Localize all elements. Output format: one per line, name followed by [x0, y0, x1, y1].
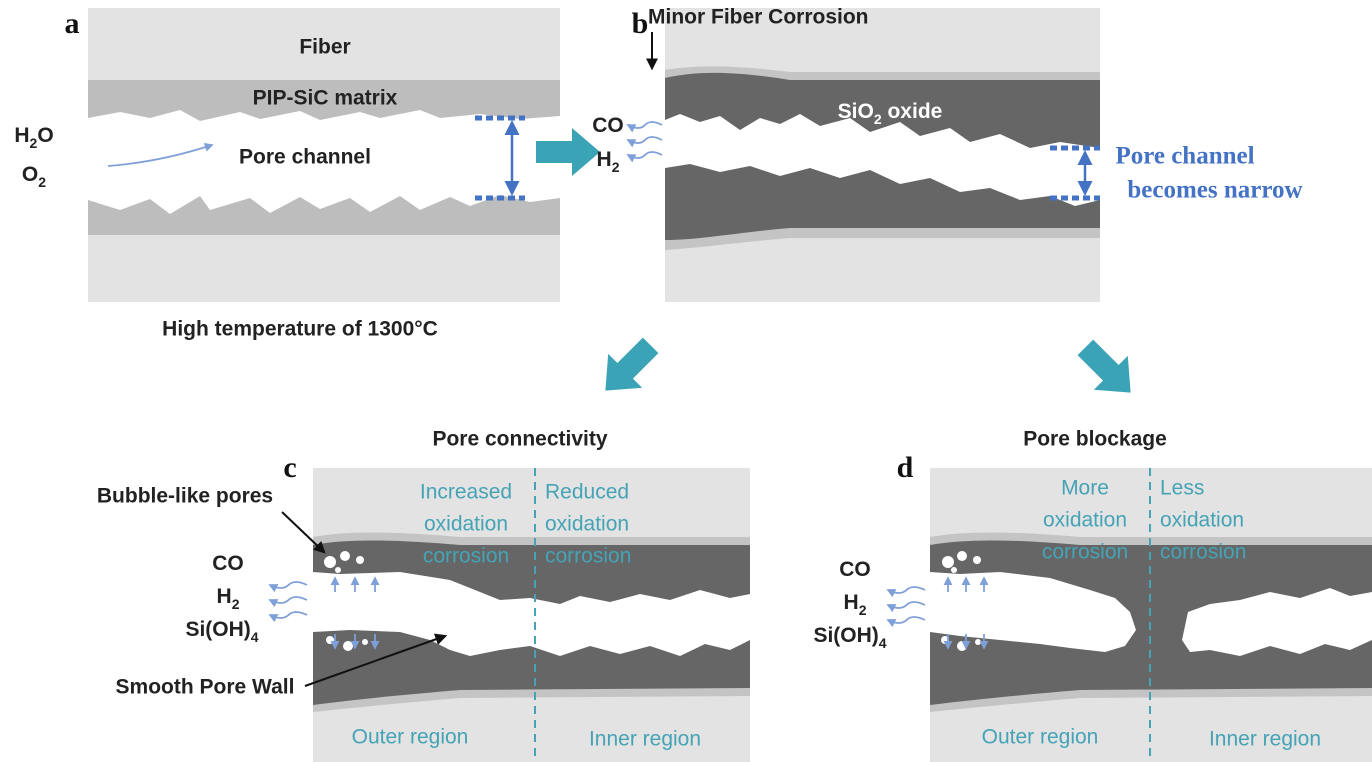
label: Minor Fiber Corrosion: [648, 6, 869, 29]
formula-part: O: [22, 163, 38, 186]
bubble: [973, 556, 981, 564]
formula: O2: [22, 163, 46, 190]
formula-part: 2: [859, 602, 867, 618]
label: becomes narrow: [1127, 177, 1302, 204]
bubble: [343, 641, 353, 651]
panel-label: c: [283, 451, 296, 484]
bubble: [326, 636, 334, 644]
label: oxidation: [1160, 509, 1244, 532]
formula-part: O: [37, 124, 53, 147]
formula-part: 2: [232, 596, 240, 612]
label: Inner region: [589, 728, 701, 751]
formula: CO: [592, 114, 624, 137]
formula-part: H: [217, 585, 232, 608]
label: corrosion: [1160, 541, 1246, 564]
formula-part: 4: [251, 629, 259, 645]
bubble: [324, 556, 336, 568]
formula-part: 2: [30, 135, 38, 151]
label: PIP-SiC matrix: [253, 87, 398, 110]
gas-flow: [270, 582, 307, 588]
formula-part: SiO: [838, 100, 874, 123]
label: corrosion: [545, 545, 631, 568]
formula-part: CO: [592, 114, 624, 137]
formula-part: CO: [839, 558, 871, 581]
label: Pore blockage: [1023, 428, 1167, 451]
bubble: [335, 567, 341, 573]
formula-part: H: [844, 591, 859, 614]
bubble: [957, 551, 967, 561]
label: Pore channel: [1115, 143, 1254, 170]
formula-part: 2: [874, 111, 882, 127]
label: Outer region: [352, 726, 469, 749]
label: More: [1061, 477, 1109, 500]
bubble: [356, 556, 364, 564]
label: corrosion: [1042, 541, 1128, 564]
label: Pore channel: [239, 146, 371, 169]
gas-flow: [888, 617, 925, 623]
label: oxidation: [545, 513, 629, 536]
formula-part: oxide: [882, 100, 943, 123]
formula: CO: [212, 552, 244, 575]
label: oxidation: [424, 513, 508, 536]
gas-flow: [270, 597, 307, 603]
formula-part: Si(OH): [813, 624, 878, 647]
label: Fiber: [299, 36, 350, 59]
label: corrosion: [423, 545, 509, 568]
formula-part: Si(OH): [185, 618, 250, 641]
gas-flow: [628, 122, 662, 128]
label: Increased: [420, 481, 512, 504]
bubble: [951, 567, 957, 573]
label: oxidation: [1043, 509, 1127, 532]
formula-part: 2: [612, 159, 620, 175]
formula: H2: [844, 591, 867, 618]
gas-flow: [888, 602, 925, 608]
formula: H2: [597, 148, 620, 175]
gas-flow: [270, 612, 307, 618]
gas-flow: [628, 137, 662, 143]
panel-label: b: [632, 7, 649, 40]
panel-label: d: [897, 451, 914, 484]
bubble: [975, 639, 981, 645]
label: Less: [1160, 477, 1204, 500]
label: Inner region: [1209, 728, 1321, 751]
label: Outer region: [982, 726, 1099, 749]
formula: H2O: [14, 124, 53, 151]
formula-part: H: [597, 148, 612, 171]
diagram: aFiberPIP-SiC matrixPore channelH2OO2Hig…: [0, 0, 1372, 762]
label: Bubble-like pores: [97, 485, 273, 508]
label: Pore connectivity: [432, 428, 607, 451]
formula: Si(OH)4: [185, 618, 258, 645]
panel-label: a: [65, 7, 80, 40]
formula-part: 2: [38, 174, 46, 190]
formula: CO: [839, 558, 871, 581]
flow-arrow: [588, 328, 667, 407]
bubble: [362, 639, 368, 645]
formula-part: 4: [879, 635, 887, 651]
flow-arrow: [1068, 330, 1147, 409]
label: Smooth Pore Wall: [116, 676, 295, 699]
gas-flow: [628, 152, 662, 158]
formula-part: CO: [212, 552, 244, 575]
gas-flow: [888, 587, 925, 593]
label: Reduced: [545, 481, 629, 504]
formula: Si(OH)4: [813, 624, 886, 651]
bubble: [942, 556, 954, 568]
bubble: [340, 551, 350, 561]
caption: High temperature of 1300°C: [162, 318, 438, 341]
formula-part: H: [14, 124, 29, 147]
formula: H2: [217, 585, 240, 612]
